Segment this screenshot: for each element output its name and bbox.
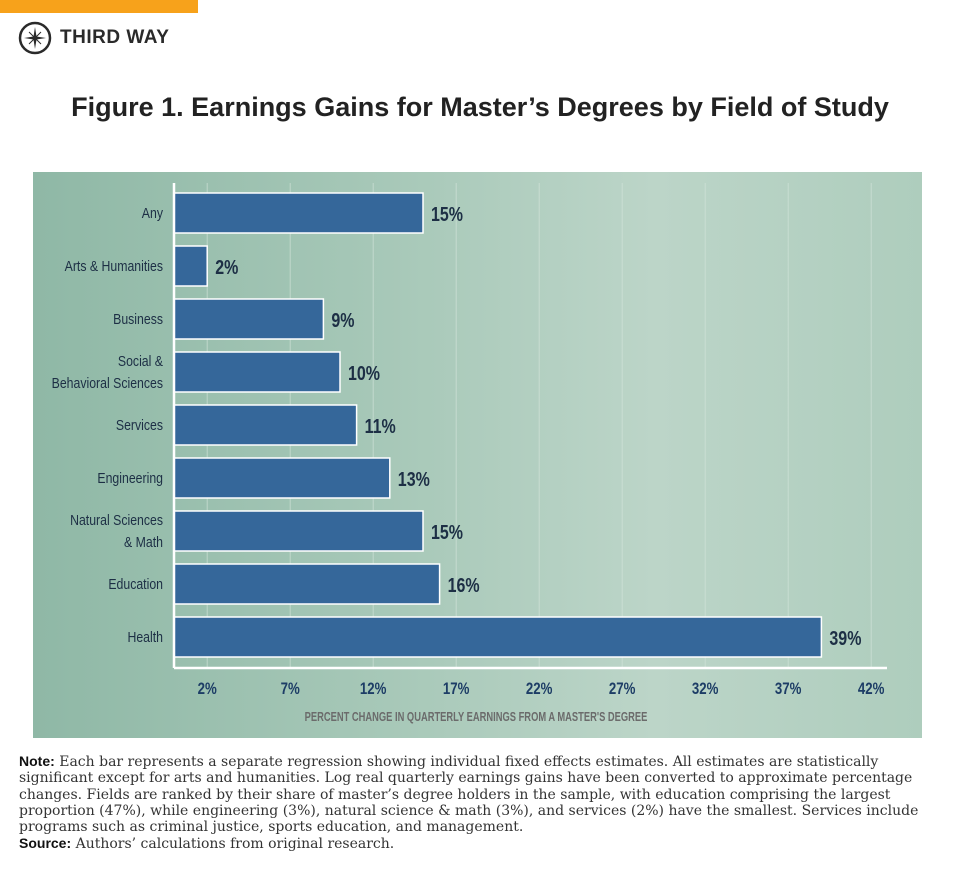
x-tick-label: 42% xyxy=(858,680,885,699)
x-tick-label: 22% xyxy=(526,680,553,699)
bar xyxy=(173,616,823,658)
category-label: Health xyxy=(127,629,163,645)
note-label: Note: xyxy=(19,753,55,769)
data-label: 15% xyxy=(431,203,463,225)
data-label: 13% xyxy=(398,468,430,490)
x-tick-label: 7% xyxy=(281,680,301,699)
data-label: 16% xyxy=(448,574,480,596)
category-label: Behavioral Sciences xyxy=(52,375,163,391)
data-label: 2% xyxy=(215,256,238,278)
x-axis-title: PERCENT CHANGE IN QUARTERLY EARNINGS FRO… xyxy=(305,711,648,725)
x-tick-label: 2% xyxy=(198,680,218,699)
data-label: 11% xyxy=(365,415,396,437)
chart-title: Figure 1. Earnings Gains for Master’s De… xyxy=(71,92,889,122)
category-label: Social & xyxy=(118,353,163,369)
third-way-logo: THIRD WAY xyxy=(18,21,169,55)
source-label: Source: xyxy=(19,835,72,852)
data-label: 39% xyxy=(829,627,861,649)
bar xyxy=(173,351,341,393)
brand-name: THIRD WAY xyxy=(60,27,170,48)
source-text: Authors’ calculations from original rese… xyxy=(75,836,395,853)
bar xyxy=(173,563,441,605)
x-tick-label: 32% xyxy=(692,680,719,699)
x-tick-label: 27% xyxy=(609,680,636,699)
category-label: Education xyxy=(108,576,163,592)
accent-bar xyxy=(0,0,198,13)
data-label: 15% xyxy=(431,521,463,543)
bar xyxy=(173,245,208,287)
compass-icon xyxy=(18,21,52,55)
bar xyxy=(173,510,424,552)
category-label: Arts & Humanities xyxy=(65,258,163,274)
bar xyxy=(173,457,391,499)
note-text: Each bar represents a separate regressio… xyxy=(19,754,919,836)
x-tick-label: 17% xyxy=(443,680,470,699)
x-tick-label: 12% xyxy=(360,680,387,699)
category-label: Natural Sciences xyxy=(70,512,163,528)
category-label: Any xyxy=(142,205,163,221)
data-label: 9% xyxy=(331,309,354,331)
chart-note: Note: Each bar represents a separate reg… xyxy=(19,753,944,853)
category-label: & Math xyxy=(124,534,163,550)
category-label: Services xyxy=(116,417,163,433)
category-label: Engineering xyxy=(97,470,163,486)
data-label: 10% xyxy=(348,362,380,384)
bar xyxy=(173,404,358,446)
bar xyxy=(173,298,325,340)
x-tick-label: 37% xyxy=(775,680,802,699)
bar xyxy=(173,192,424,234)
category-label: Business xyxy=(113,311,163,327)
